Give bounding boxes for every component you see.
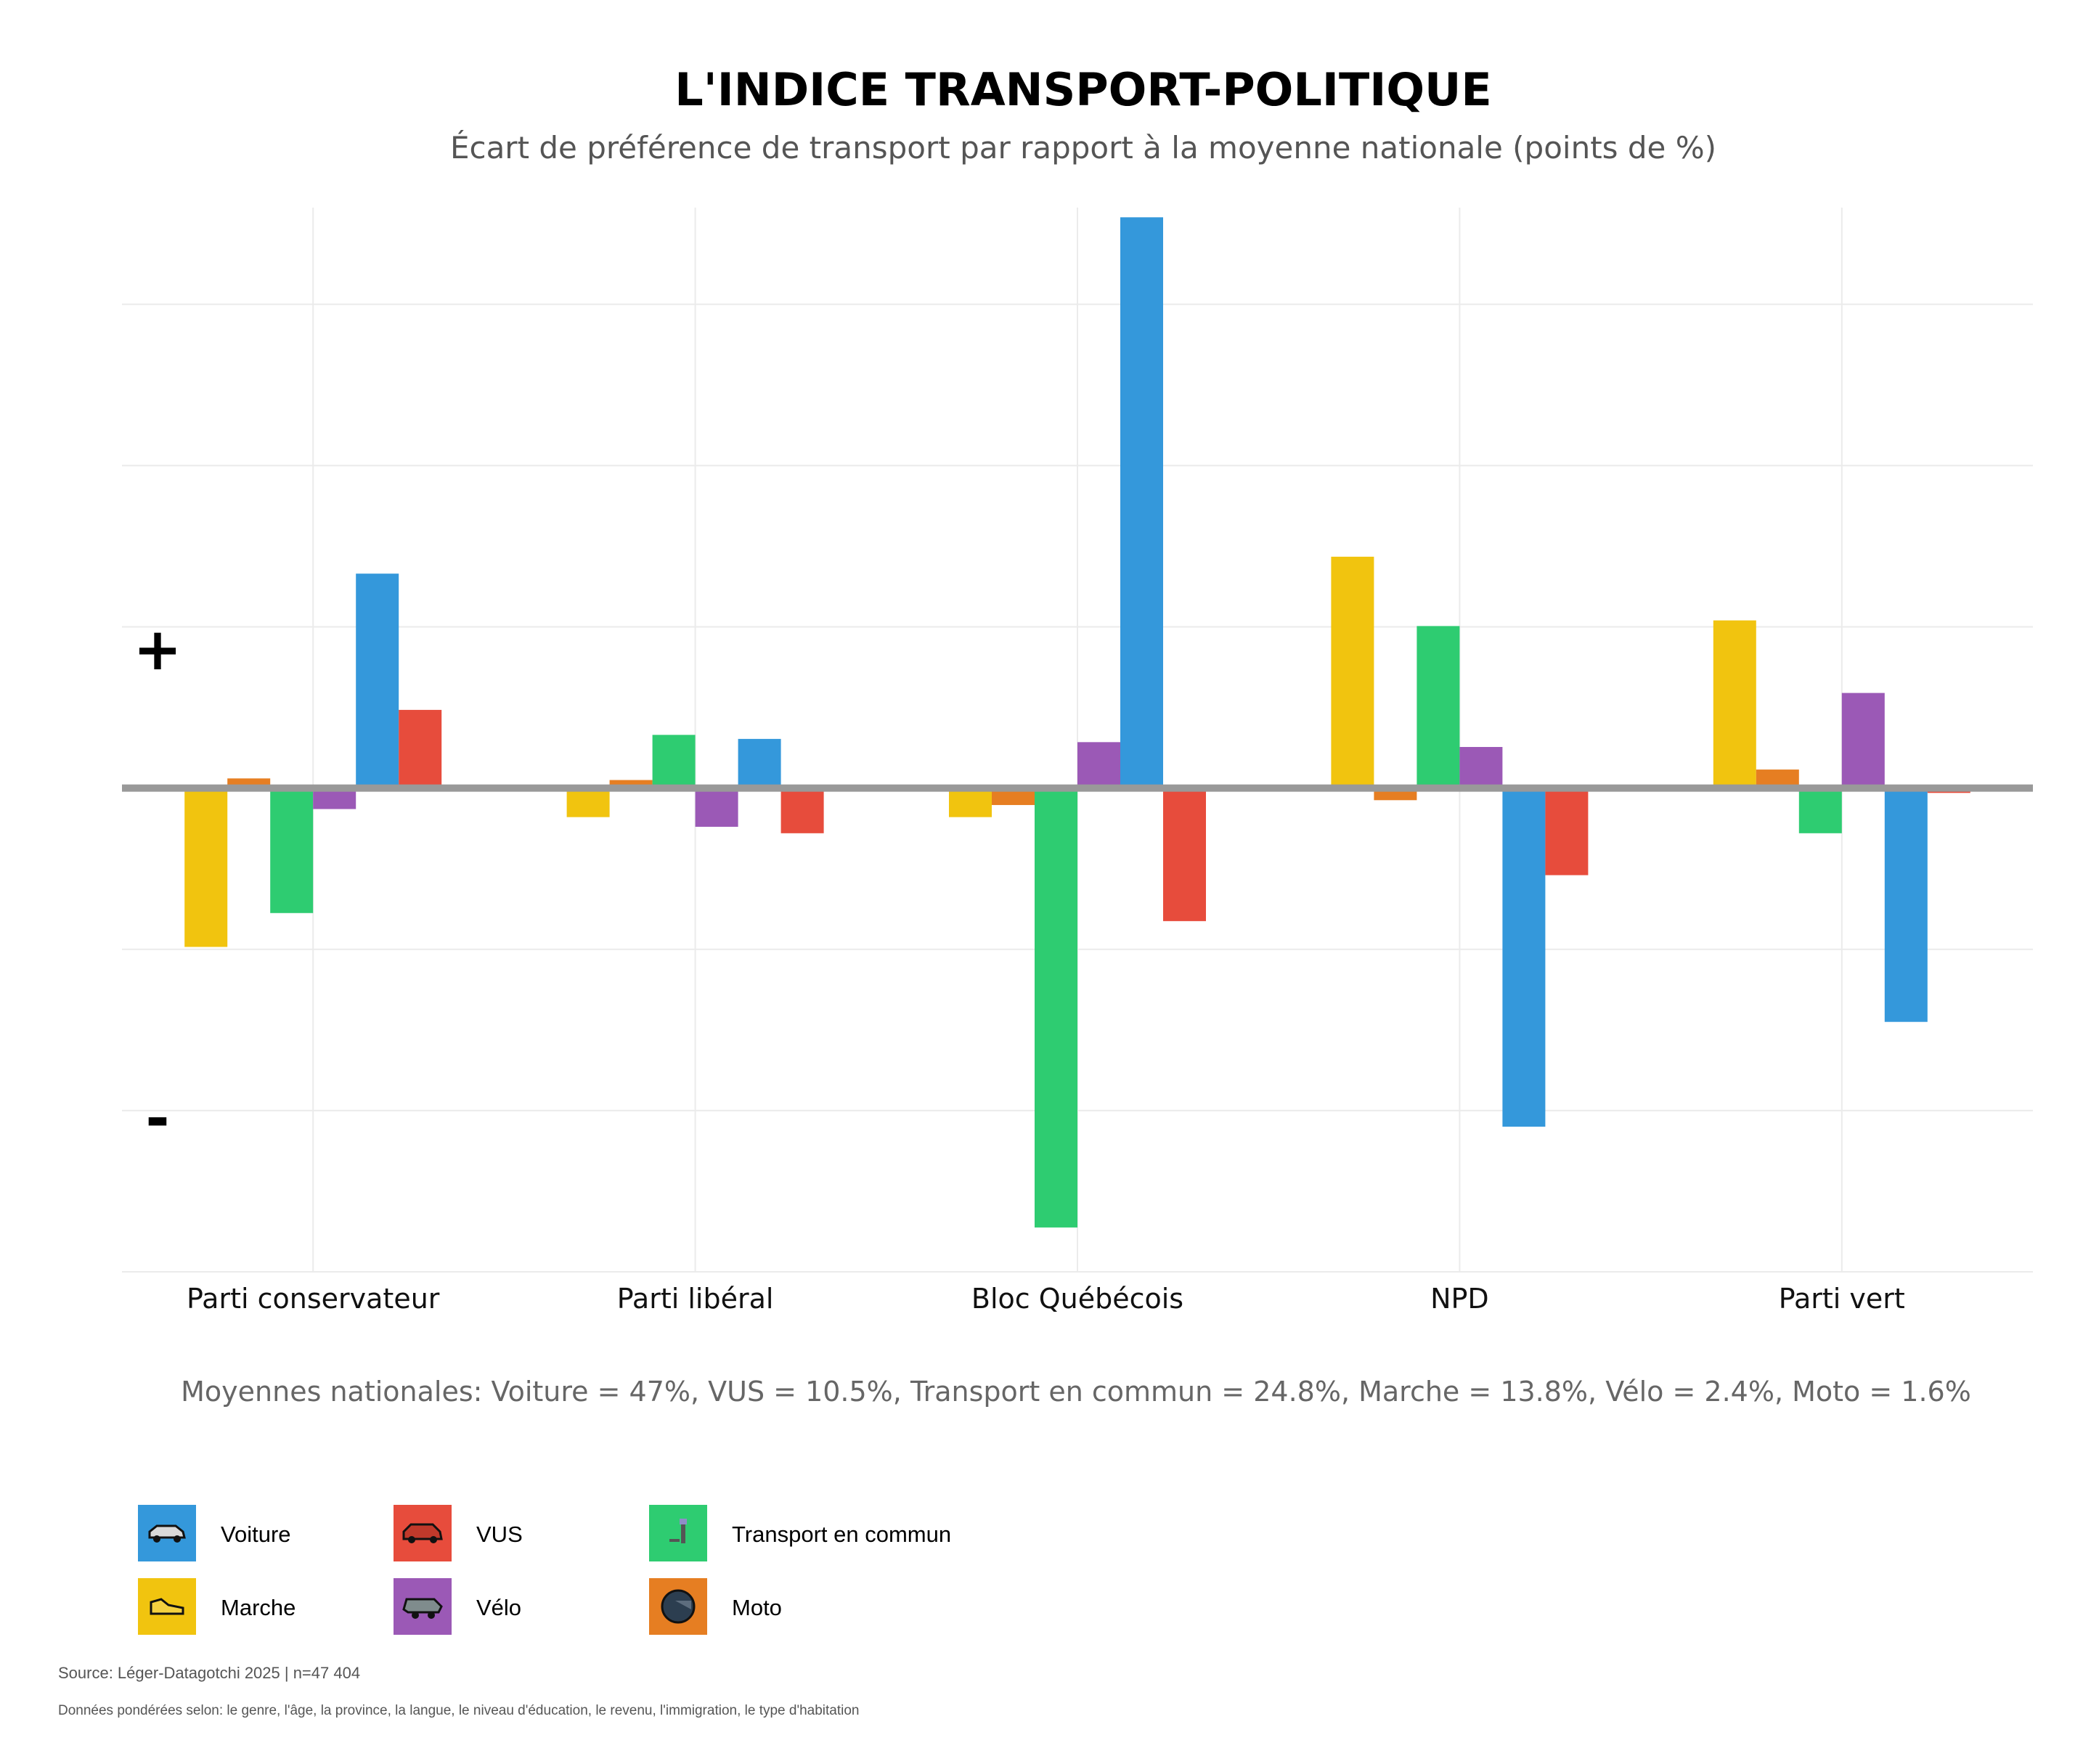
legend-item: Moto — [649, 1578, 782, 1635]
bar — [1163, 788, 1206, 921]
bar — [652, 735, 696, 788]
bar — [1459, 746, 1503, 788]
bar — [356, 573, 399, 788]
bar — [1713, 620, 1756, 788]
bar — [566, 788, 610, 817]
weights-note: Données pondérées selon: le genre, l'âge… — [58, 1703, 860, 1718]
positive-sign: + — [133, 616, 182, 683]
bar — [184, 788, 228, 947]
bar — [1120, 217, 1163, 788]
x-tick-label: NPD — [1430, 1283, 1489, 1315]
x-tick-label: Parti conservateur — [187, 1283, 440, 1315]
bar — [399, 709, 442, 788]
helmet-icon — [661, 1589, 696, 1624]
bar — [1035, 788, 1077, 1228]
bike-icon — [402, 1598, 443, 1619]
x-tick-label: Parti libéral — [617, 1283, 774, 1315]
bars — [184, 217, 1970, 1228]
shoe-icon — [150, 1598, 184, 1615]
zero-baseline — [122, 784, 2033, 792]
bar — [1884, 788, 1928, 1022]
car-icon — [148, 1524, 186, 1543]
bar — [1417, 626, 1460, 788]
legend-item: Marche — [138, 1578, 295, 1635]
legend-label: Vélo — [476, 1595, 521, 1620]
x-axis-tick-labels: Parti conservateur Parti libéral Bloc Québ… — [187, 1283, 1905, 1315]
bar — [992, 788, 1035, 805]
national-averages-note: Moyennes nationales: Voiture = 47%, VUS … — [181, 1376, 1971, 1408]
bar — [1502, 788, 1546, 1127]
bar — [780, 788, 824, 833]
bar — [1077, 742, 1120, 788]
bar — [1798, 788, 1842, 833]
bar — [738, 738, 781, 788]
legend-label: VUS — [476, 1522, 523, 1547]
legend-item: VUS — [394, 1505, 523, 1561]
legend: Voiture VUS Transport en commun Marche Vélo M… — [138, 1505, 951, 1635]
bus-stop-icon — [669, 1519, 687, 1543]
legend-label: Moto — [732, 1595, 782, 1620]
bar — [695, 788, 738, 827]
legend-label: Voiture — [221, 1522, 291, 1547]
bar — [949, 788, 992, 817]
bar — [1331, 556, 1374, 788]
x-tick-label: Parti vert — [1779, 1283, 1905, 1315]
bar — [270, 788, 314, 913]
bar — [1841, 693, 1885, 788]
chart-title: L'INDICE TRANSPORT-POLITIQUE — [674, 63, 1491, 116]
legend-item: Transport en commun — [649, 1505, 951, 1561]
legend-swatch — [649, 1505, 707, 1561]
negative-sign: - — [145, 1085, 169, 1152]
bar — [609, 780, 653, 788]
legend-label: Transport en commun — [732, 1522, 951, 1547]
chart-subtitle: Écart de préférence de transport par rap… — [450, 129, 1716, 166]
source-note: Source: Léger-Datagotchi 2025 | n=47 404 — [58, 1664, 360, 1682]
bar — [1545, 788, 1589, 875]
suv-icon — [402, 1523, 443, 1543]
legend-label: Marche — [221, 1595, 295, 1620]
legend-item: Voiture — [138, 1505, 291, 1561]
legend-item: Vélo — [394, 1578, 521, 1635]
x-tick-label: Bloc Québécois — [971, 1283, 1183, 1315]
